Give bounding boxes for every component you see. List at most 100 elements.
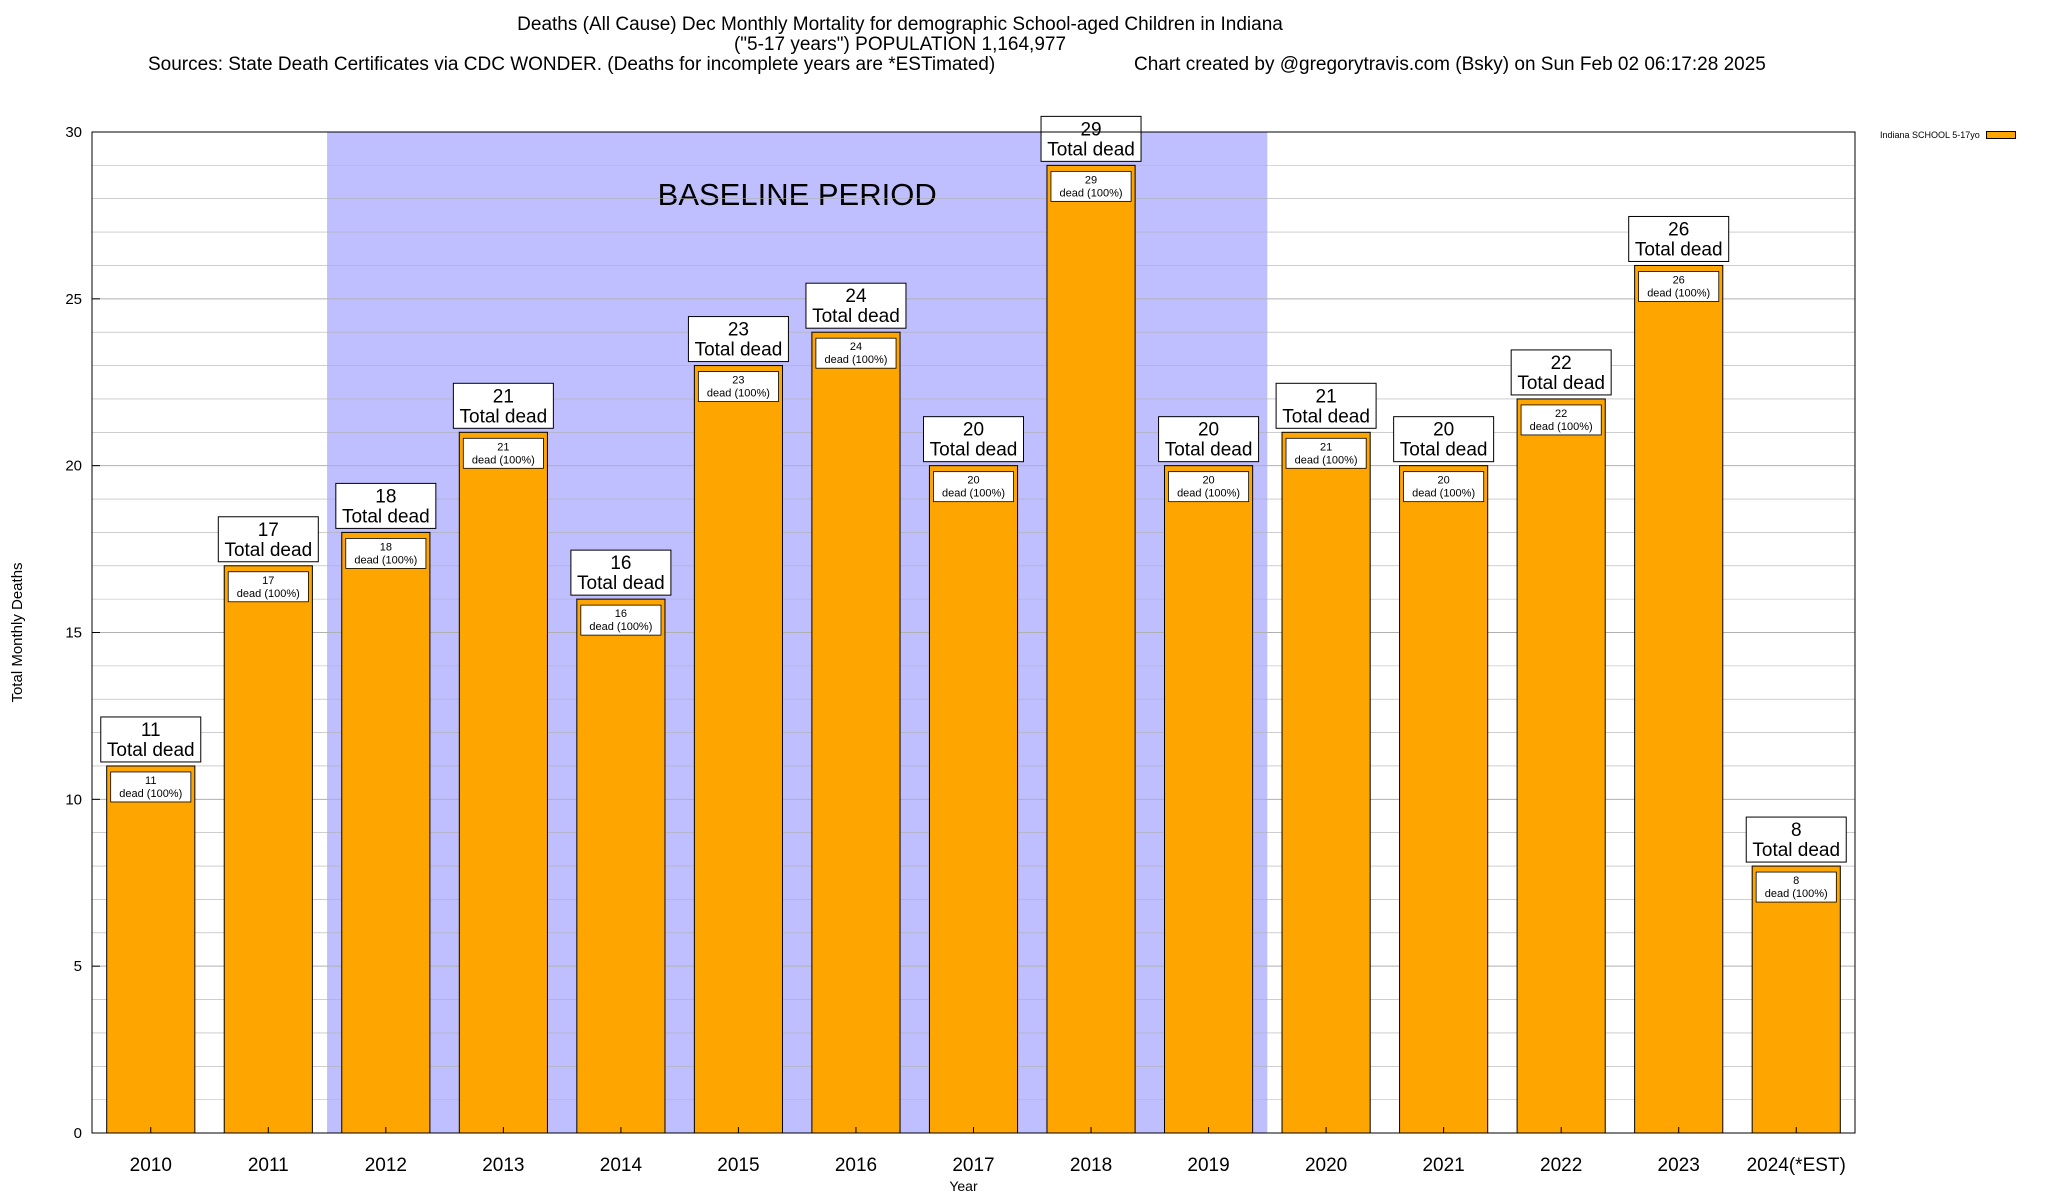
bar bbox=[811, 331, 901, 1134]
bar-value-label: 18 bbox=[375, 486, 396, 507]
bar-inner-label-box bbox=[1638, 271, 1720, 302]
bar-inner-label-box bbox=[1050, 170, 1132, 202]
bar-top-label-box bbox=[1275, 382, 1377, 429]
y-tick-label: 25 bbox=[65, 291, 82, 308]
bar-inner-value: 23 bbox=[732, 375, 744, 387]
bar-inner-percent: dead (100%) bbox=[824, 354, 887, 366]
bar-inner-percent: dead (100%) bbox=[1060, 187, 1123, 199]
bar-inner-percent: dead (100%) bbox=[1177, 488, 1240, 500]
bar-total-label: Total dead bbox=[577, 573, 665, 594]
y-axis-title: Total Monthly Deaths bbox=[9, 562, 26, 702]
bar-inner-label-box bbox=[1755, 871, 1837, 903]
bar-inner-label-box bbox=[697, 371, 779, 402]
bar-total-label: Total dead bbox=[224, 540, 312, 561]
bar-value-label: 21 bbox=[493, 386, 514, 407]
y-tick-label: 15 bbox=[65, 625, 82, 642]
x-tick-label: 2016 bbox=[835, 1155, 877, 1176]
bar-inner-label-box bbox=[110, 771, 192, 803]
bar-inner-percent: dead (100%) bbox=[589, 621, 652, 633]
bar-inner-value: 24 bbox=[850, 341, 862, 353]
bar-inner-value: 22 bbox=[1555, 408, 1567, 420]
x-tick-label: 2022 bbox=[1540, 1155, 1582, 1176]
x-tick-label: 2021 bbox=[1422, 1155, 1464, 1176]
bar-inner-percent: dead (100%) bbox=[1765, 888, 1828, 900]
bar-inner-value: 17 bbox=[262, 575, 274, 587]
bar-inner-value: 18 bbox=[380, 541, 392, 553]
bar-value-label: 20 bbox=[1198, 420, 1219, 441]
x-tick-label: 2024(*EST) bbox=[1747, 1155, 1846, 1176]
bar-inner-value: 16 bbox=[615, 608, 627, 620]
bar-value-label: 16 bbox=[610, 553, 631, 574]
bar-inner-percent: dead (100%) bbox=[1647, 287, 1710, 299]
bar-total-label: Total dead bbox=[1400, 440, 1488, 461]
chart-credit: Chart created by @gregorytravis.com (Bsk… bbox=[1134, 54, 1766, 75]
bar-total-label: Total dead bbox=[1165, 440, 1253, 461]
plot-frame bbox=[91, 131, 1856, 1134]
bar-inner-value: 29 bbox=[1085, 174, 1097, 186]
bar-inner-value: 20 bbox=[1202, 475, 1214, 487]
bar-total-label: Total dead bbox=[107, 740, 195, 761]
bar-value-label: 21 bbox=[1316, 386, 1337, 407]
bar-inner-label-box bbox=[345, 538, 427, 569]
bar-top-label-box bbox=[1510, 349, 1612, 396]
bar-inner-value: 21 bbox=[1320, 441, 1332, 453]
bar-inner-label-box bbox=[815, 337, 897, 369]
bar bbox=[1751, 865, 1841, 1134]
bar bbox=[1281, 431, 1371, 1134]
bar-value-label: 26 bbox=[1668, 219, 1689, 240]
bar bbox=[928, 465, 1019, 1134]
bar bbox=[576, 598, 666, 1134]
bar-inner-label-box bbox=[1285, 437, 1367, 469]
bar-inner-value: 8 bbox=[1793, 875, 1799, 887]
bar-top-label-box bbox=[687, 316, 789, 363]
bar-inner-percent: dead (100%) bbox=[1295, 454, 1358, 466]
bar bbox=[1046, 164, 1136, 1134]
bar-inner-percent: dead (100%) bbox=[1530, 421, 1593, 433]
bar-inner-percent: dead (100%) bbox=[354, 554, 417, 566]
x-tick-label: 2020 bbox=[1305, 1155, 1347, 1176]
bar-inner-value: 20 bbox=[1438, 475, 1450, 487]
y-tick-label: 30 bbox=[65, 124, 82, 141]
bar-inner-label-box bbox=[462, 437, 544, 469]
x-tick-label: 2019 bbox=[1187, 1155, 1229, 1176]
bar bbox=[106, 765, 196, 1134]
bar-inner-percent: dead (100%) bbox=[707, 388, 770, 400]
bar-total-label: Total dead bbox=[342, 506, 430, 527]
bar bbox=[1634, 264, 1724, 1134]
bar-total-label: Total dead bbox=[1517, 373, 1605, 394]
bar-value-label: 11 bbox=[141, 720, 161, 741]
bar-top-label-box bbox=[1393, 416, 1495, 463]
bar-inner-percent: dead (100%) bbox=[942, 488, 1005, 500]
bar-top-label-box bbox=[923, 416, 1024, 463]
bar-top-label-box bbox=[1040, 115, 1142, 162]
bar-value-label: 23 bbox=[728, 320, 749, 341]
chart-title-line-1: Deaths (All Cause) Dec Monthly Mortality… bbox=[517, 14, 1283, 35]
baseline-period-label: BASELINE PERIOD bbox=[658, 177, 937, 212]
bar-total-label: Total dead bbox=[930, 440, 1018, 461]
bar-top-label-box bbox=[805, 282, 907, 329]
bar-value-label: 20 bbox=[963, 420, 984, 441]
bar bbox=[1163, 465, 1254, 1134]
y-tick-label: 0 bbox=[74, 1125, 82, 1142]
bar bbox=[223, 565, 313, 1134]
bar-inner-label-box bbox=[580, 604, 662, 636]
x-tick-label: 2012 bbox=[365, 1155, 407, 1176]
bar-inner-percent: dead (100%) bbox=[1412, 488, 1475, 500]
y-tick-label: 5 bbox=[74, 958, 82, 975]
bar-top-label-box bbox=[335, 482, 437, 529]
bar-top-label-box bbox=[1745, 816, 1847, 863]
bar-top-label-box bbox=[1628, 215, 1730, 262]
bar-total-label: Total dead bbox=[460, 406, 548, 427]
bar-top-label-box bbox=[217, 516, 319, 563]
bar-top-label-box bbox=[452, 382, 554, 429]
x-tick-label: 2015 bbox=[717, 1155, 759, 1176]
bar-top-label-box bbox=[570, 549, 672, 596]
chart-sources: Sources: State Death Certificates via CD… bbox=[148, 54, 996, 75]
x-axis-title: Year bbox=[949, 1178, 978, 1194]
legend-swatch bbox=[1985, 131, 2016, 139]
bar-value-label: 24 bbox=[845, 286, 867, 307]
bar-inner-value: 26 bbox=[1673, 274, 1685, 286]
bar-inner-percent: dead (100%) bbox=[472, 454, 535, 466]
bar-inner-percent: dead (100%) bbox=[237, 588, 300, 600]
bar-value-label: 20 bbox=[1433, 420, 1454, 441]
